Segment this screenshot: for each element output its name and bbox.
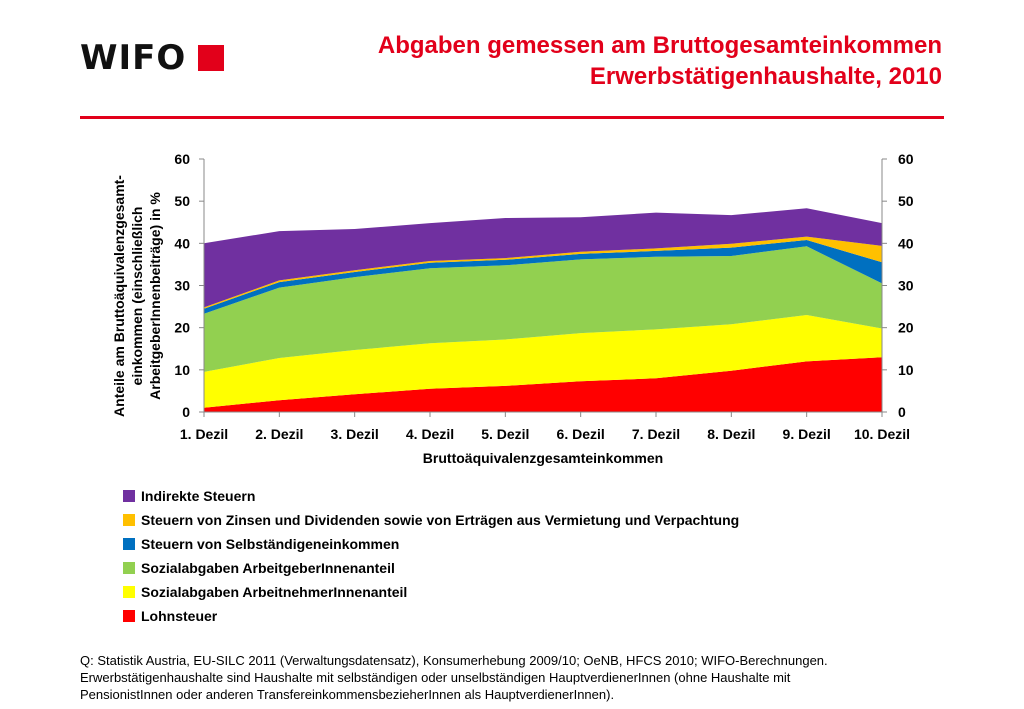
legend-item: Sozialabgaben ArbeitnehmerInnenanteil <box>123 580 739 604</box>
y-tick-label-right: 20 <box>898 320 914 336</box>
y-tick-label-left: 50 <box>174 193 190 209</box>
area-series-5 <box>204 208 882 308</box>
legend-swatch <box>123 586 135 598</box>
y-tick-label-right: 0 <box>898 404 906 420</box>
legend-item: Sozialabgaben ArbeitgeberInnenanteil <box>123 556 739 580</box>
x-axis-label: Bruttoäquivalenzgesamteinkommen <box>423 450 663 466</box>
chart-axes: 0 0 10 10 20 20 30 30 40 40 50 50 60 60 1. Dezil 2. Dez… <box>174 151 913 442</box>
legend-swatch <box>123 610 135 622</box>
y-tick-label-right: 60 <box>898 151 914 167</box>
legend-item: Steuern von Selbständigeneinkommen <box>123 532 739 556</box>
legend-label: Sozialabgaben ArbeitgeberInnenanteil <box>141 560 395 576</box>
y-tick-label-right: 50 <box>898 193 914 209</box>
y-tick-label-left: 40 <box>174 235 190 251</box>
legend-label: Sozialabgaben ArbeitnehmerInnenanteil <box>141 584 408 600</box>
logo-text: WIFO <box>80 38 187 78</box>
y-tick-label-right: 40 <box>898 235 914 251</box>
legend-item: Steuern von Zinsen und Dividenden sowie … <box>123 508 739 532</box>
legend-swatch <box>123 538 135 550</box>
legend-label: Lohnsteuer <box>141 608 218 624</box>
y-tick-label-left: 60 <box>174 151 190 167</box>
y-axis-label-line-1: Anteile am Bruttoäquivalenzgesamt- <box>111 175 127 417</box>
source-line-3: PensionistInnen oder anderen Transferein… <box>80 687 615 702</box>
page-title: Abgaben gemessen am Bruttogesamteinkomme… <box>378 30 942 92</box>
area-series-4 <box>204 236 882 309</box>
legend-swatch <box>123 562 135 574</box>
x-tick-label: 6. Dezil <box>557 426 605 442</box>
y-axis-label: Anteile am Bruttoäquivalenzgesamt- einko… <box>111 175 163 417</box>
x-tick-label: 10. Dezil <box>854 426 910 442</box>
legend-swatch <box>123 490 135 502</box>
y-tick-label-right: 30 <box>898 278 914 294</box>
area-series-1 <box>204 315 882 408</box>
x-tick-label: 2. Dezil <box>255 426 303 442</box>
chart-areas <box>204 208 882 412</box>
logo-square-icon <box>198 45 225 71</box>
source-line-1: Q: Statistik Austria, EU-SILC 2011 (Verw… <box>80 653 828 668</box>
title-line-2: Erwerbstätigenhaushalte, 2010 <box>589 63 942 90</box>
area-series-2 <box>204 246 882 372</box>
y-tick-label-left: 0 <box>182 404 190 420</box>
y-axis-label-line-3: ArbeitgeberInnenbeiträge) in % <box>147 192 163 400</box>
legend-item: Lohnsteuer <box>123 604 739 628</box>
wifo-logo: WIFO <box>80 38 225 78</box>
area-series-0 <box>204 357 882 412</box>
source-note: Q: Statistik Austria, EU-SILC 2011 (Verw… <box>80 652 960 703</box>
legend-label: Steuern von Selbständigeneinkommen <box>141 536 400 552</box>
x-tick-label: 1. Dezil <box>180 426 228 442</box>
source-line-2: Erwerbstätigenhaushalte sind Haushalte m… <box>80 670 791 685</box>
y-tick-label-left: 10 <box>174 362 190 378</box>
y-axis-label-line-2: einkommen (einschließlich <box>129 207 145 386</box>
x-tick-label: 8. Dezil <box>707 426 755 442</box>
x-tick-label: 4. Dezil <box>406 426 454 442</box>
x-tick-label: 5. Dezil <box>481 426 529 442</box>
area-series-3 <box>204 240 882 314</box>
y-tick-label-left: 30 <box>174 278 190 294</box>
x-tick-label: 3. Dezil <box>331 426 379 442</box>
legend-swatch <box>123 514 135 526</box>
y-tick-label-right: 10 <box>898 362 914 378</box>
legend-item: Indirekte Steuern <box>123 484 739 508</box>
x-tick-label: 9. Dezil <box>783 426 831 442</box>
x-tick-label: 7. Dezil <box>632 426 680 442</box>
legend-label: Indirekte Steuern <box>141 488 256 504</box>
title-line-1: Abgaben gemessen am Bruttogesamteinkomme… <box>377 32 942 59</box>
title-divider <box>80 116 944 119</box>
y-tick-label-left: 20 <box>174 320 190 336</box>
legend-label: Steuern von Zinsen und Dividenden sowie … <box>141 512 740 528</box>
chart-legend: Indirekte Steuern Steuern von Zinsen und … <box>123 484 739 628</box>
